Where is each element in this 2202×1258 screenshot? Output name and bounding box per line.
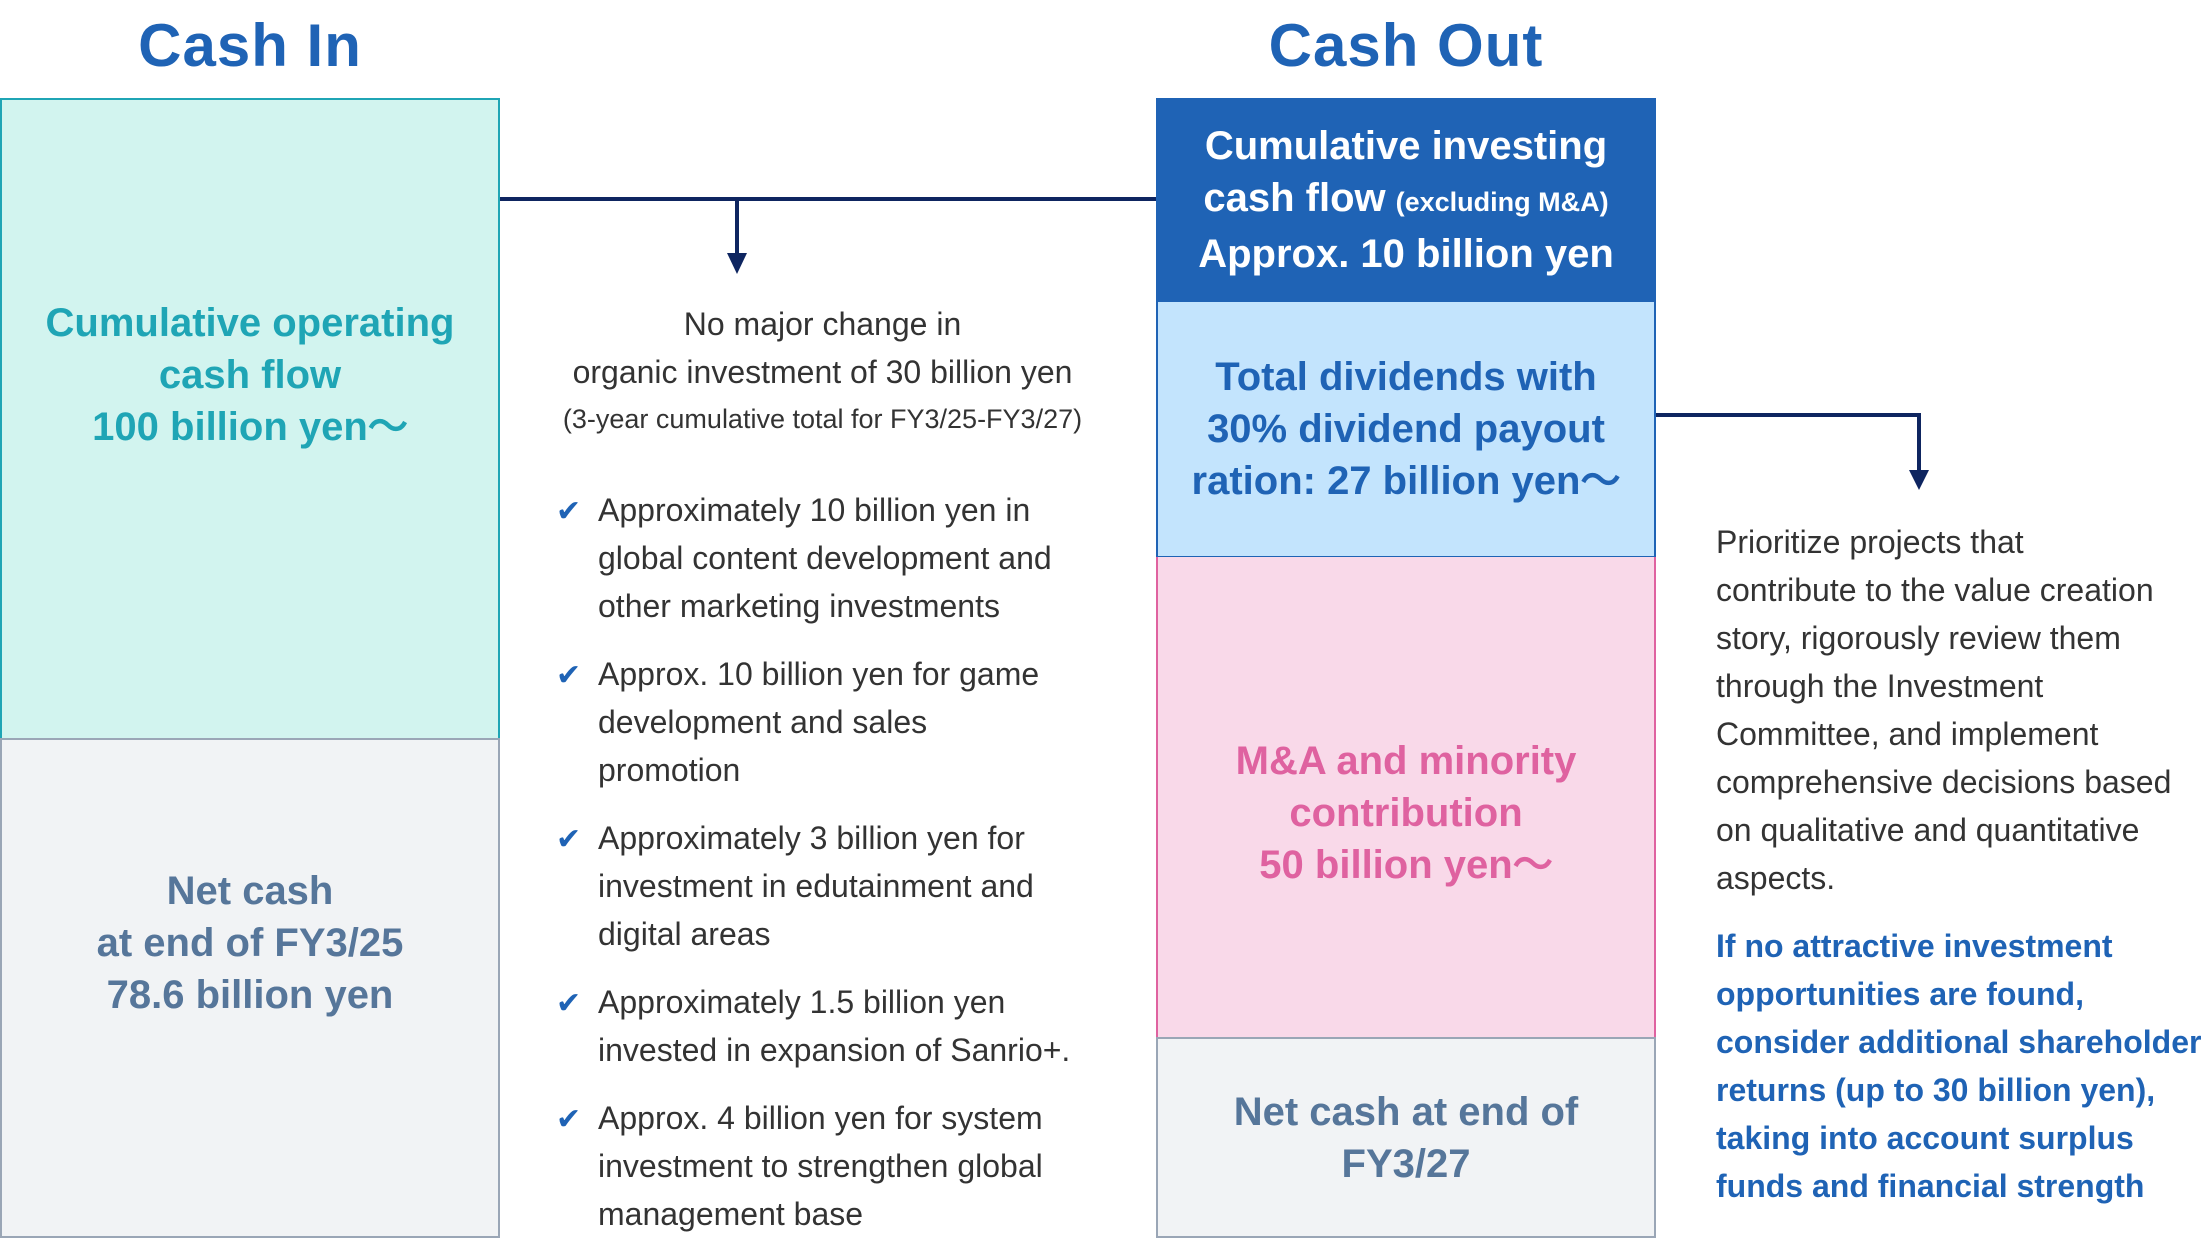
policy-line: aspects.: [1716, 860, 1836, 896]
list-item: ✔ Approx. 10 billion yen for game develo…: [556, 650, 1116, 794]
cash-in-header: Cash In: [138, 12, 362, 79]
list-item-text: Approximately 3 billion yen for: [598, 820, 1025, 856]
policy-line: comprehensive decisions based: [1716, 764, 2172, 800]
list-item-text: Approx. 4 billion yen for system: [598, 1100, 1043, 1136]
investing-cf-amount: Approx. 10 billion yen: [1198, 231, 1614, 276]
organic-line: No major change in: [683, 306, 962, 342]
list-item-text: investment in edutainment and: [598, 868, 1034, 904]
highlight-line: consider additional shareholder: [1716, 1024, 2202, 1060]
list-item-text: Approx. 10 billion yen for game: [598, 656, 1040, 692]
check-icon: ✔: [556, 495, 582, 528]
list-item-text: promotion: [598, 752, 741, 788]
investing-cf-line: cash flow (excluding M&A): [1203, 172, 1608, 228]
list-item-text: digital areas: [598, 916, 771, 952]
list-item-text: other marketing investments: [598, 588, 1000, 624]
check-icon: ✔: [556, 987, 582, 1020]
list-item-text: development and sales: [598, 704, 928, 740]
list-item-text: global content development and: [598, 540, 1052, 576]
net-cash-line: at end of FY3/25: [96, 921, 404, 965]
policy-line: Committee, and implement: [1716, 716, 2099, 752]
organic-line: organic investment of 30 billion yen: [572, 354, 1073, 390]
arrow-cash-in-to-organic: [500, 197, 1156, 274]
dividends-line: Total dividends with: [1215, 355, 1597, 399]
operating-cf-line: Cumulative operating: [45, 300, 455, 345]
mna-line: contribution: [1289, 790, 1523, 835]
highlight-line: funds and financial strength: [1716, 1168, 2145, 1204]
organic-period-note: (3-year cumulative total for FY3/25-FY3/…: [562, 404, 1083, 434]
list-item-text: Approximately 10 billion yen in: [598, 492, 1031, 528]
dividends-box: Total dividends with 30% dividend payout…: [1156, 300, 1656, 558]
list-item: ✔ Approximately 3 billion yen for invest…: [556, 814, 1116, 958]
list-item: ✔ Approx. 4 billion yen for system inves…: [556, 1094, 1116, 1238]
net-cash-line: Net cash: [166, 869, 334, 913]
investing-cf-line: Cumulative investing: [1204, 123, 1608, 168]
operating-cf-line: cash flow: [158, 352, 342, 397]
operating-cash-flow-box: Cumulative operating cash flow 100 billi…: [0, 98, 500, 739]
mna-line: M&A and minority: [1235, 738, 1577, 783]
investing-cf-label: cash flow: [1203, 175, 1386, 220]
check-icon: ✔: [556, 1103, 582, 1136]
policy-line: Prioritize projects that: [1716, 524, 2024, 560]
net-cash-end-line: FY3/27: [1341, 1141, 1471, 1186]
list-item-text: invested in expansion of Sanrio+.: [598, 1032, 1071, 1068]
check-icon: ✔: [556, 659, 582, 692]
arrow-down-icon: [727, 253, 747, 274]
arrow-down-icon: [1909, 470, 1929, 490]
highlight-line: opportunities are found,: [1716, 976, 2084, 1012]
investing-cash-flow-box: Cumulative investing cash flow (excluding…: [1156, 98, 1656, 301]
mna-policy-text: Prioritize projects that contribute to t…: [1716, 518, 2202, 902]
dividends-line: 30% dividend payout: [1207, 407, 1605, 451]
policy-line: story, rigorously review them: [1716, 620, 2121, 656]
highlight-line: taking into account surplus: [1716, 1120, 2134, 1156]
net-cash-end-box: Net cash at end of FY3/27: [1156, 1037, 1656, 1238]
list-item: ✔ Approximately 10 billion yen in global…: [556, 486, 1116, 630]
list-item-text: Approximately 1.5 billion yen: [598, 984, 1006, 1020]
cash-out-header: Cash Out: [1268, 12, 1544, 79]
investing-cf-note: (excluding M&A): [1395, 186, 1609, 217]
arrow-dividends-to-policy: [1656, 413, 1929, 490]
highlight-line: returns (up to 30 billion yen),: [1716, 1072, 2156, 1108]
policy-line: through the Investment: [1716, 668, 2044, 704]
check-icon: ✔: [556, 823, 582, 856]
list-item-text: management base: [598, 1196, 864, 1232]
organic-investment-summary: No major change in organic investment of…: [530, 300, 1115, 442]
mna-box: M&A and minority contribution 50 billion…: [1156, 557, 1656, 1038]
list-item: ✔ Approximately 1.5 billion yen invested…: [556, 978, 1116, 1074]
mna-amount: 50 billion yen～: [1259, 842, 1553, 887]
policy-line: on qualitative and quantitative: [1716, 812, 2140, 848]
net-cash-amount: 78.6 billion yen: [106, 973, 394, 1017]
net-cash-end-line: Net cash at end of: [1233, 1089, 1579, 1134]
dividends-amount: ration: 27 billion yen～: [1191, 459, 1621, 503]
net-cash-start-box: Net cash at end of FY3/25 78.6 billion y…: [0, 738, 500, 1238]
policy-line: contribute to the value creation: [1716, 572, 2154, 608]
organic-investment-list: ✔ Approximately 10 billion yen in global…: [556, 486, 1116, 1258]
list-item-text: investment to strengthen global: [598, 1148, 1043, 1184]
additional-returns-note: If no attractive investment opportunitie…: [1716, 922, 2202, 1210]
operating-cf-amount: 100 billion yen～: [92, 404, 408, 449]
highlight-line: If no attractive investment: [1716, 928, 2113, 964]
